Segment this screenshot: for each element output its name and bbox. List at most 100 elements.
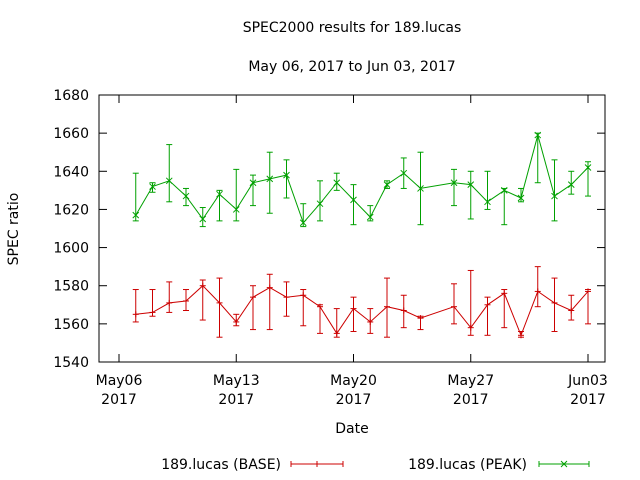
marker-d2 <box>350 196 357 204</box>
marker-d2 <box>249 179 257 187</box>
data-point-peak <box>216 190 223 198</box>
data-point-peak <box>283 171 290 179</box>
x-tick-year-label: 2017 <box>453 392 489 408</box>
data-point-base <box>250 294 256 301</box>
marker-d2 <box>450 179 458 187</box>
y-tick-label: 1680 <box>53 88 89 104</box>
data-point-base <box>384 303 390 310</box>
legend-swatch-peak <box>538 460 590 468</box>
data-point-base <box>501 290 508 297</box>
data-point-peak <box>266 175 274 183</box>
data-point-base <box>484 301 491 308</box>
marker-d2 <box>417 185 424 192</box>
data-point-peak <box>366 213 374 221</box>
x-tick-label: May06 <box>96 373 143 389</box>
data-point-base <box>467 324 474 331</box>
data-point-base <box>283 294 290 301</box>
error-bar-peak <box>317 180 323 222</box>
legend-marker <box>314 461 320 467</box>
data-point-base <box>417 315 424 322</box>
data-point-peak <box>551 192 558 200</box>
data-point-peak <box>350 196 357 204</box>
data-point-peak <box>450 179 458 187</box>
data-point-base <box>300 292 307 299</box>
chart-title: SPEC2000 results for 189.lucas <box>243 20 462 36</box>
data-point-base <box>518 332 524 339</box>
series-layer <box>132 131 592 339</box>
legend-label-peak: 189.lucas (PEAK) <box>408 457 527 473</box>
legend-label-base: 189.lucas (BASE) <box>161 457 281 473</box>
data-point-base <box>333 330 340 337</box>
data-point-peak <box>316 200 324 208</box>
y-tick-label: 1660 <box>53 126 89 142</box>
data-point-peak <box>149 183 156 190</box>
data-point-peak <box>383 181 391 188</box>
error-bar-peak <box>132 172 139 222</box>
error-bar-peak <box>333 172 340 191</box>
error-bar-base <box>216 277 223 338</box>
legend: 189.lucas (BASE) 189.lucas (PEAK) <box>161 457 590 473</box>
legend-marker <box>560 460 568 468</box>
error-bar-base <box>350 296 357 332</box>
marker-d2 <box>316 200 324 208</box>
data-point-peak <box>333 179 341 187</box>
data-point-base <box>400 307 407 314</box>
series-line-peak <box>135 133 589 224</box>
data-point-base <box>266 284 273 291</box>
chart-subtitle: May 06, 2017 to Jun 03, 2017 <box>248 59 455 75</box>
data-point-peak <box>165 177 173 185</box>
series-line-base <box>135 285 589 337</box>
y-axis-label: SPEC ratio <box>6 193 22 266</box>
y-tick-label: 1560 <box>53 317 89 333</box>
marker-d2 <box>283 171 290 179</box>
data-point-peak <box>517 194 525 202</box>
error-bar-peak <box>501 187 508 226</box>
data-point-base <box>132 311 139 318</box>
marker-d2 <box>232 206 240 213</box>
marker-d2 <box>199 215 207 223</box>
error-bar-peak <box>283 159 290 199</box>
data-point-peak <box>299 219 307 227</box>
error-bar-peak <box>484 170 491 210</box>
x-tick-label: May13 <box>213 373 260 389</box>
marker-d2 <box>149 183 156 190</box>
marker-d2 <box>500 187 508 194</box>
x-tick-label: May20 <box>330 373 377 389</box>
error-bar-peak <box>568 170 575 195</box>
x-tick-label: May27 <box>447 373 494 389</box>
error-bar-base <box>585 289 591 325</box>
marker-d2 <box>266 175 274 183</box>
data-point-base <box>451 303 457 310</box>
data-point-peak <box>417 185 424 192</box>
legend-entry-base: 189.lucas (BASE) <box>161 457 344 473</box>
x-tick-year-label: 2017 <box>570 392 606 408</box>
error-bar-peak <box>250 174 256 207</box>
data-point-peak <box>249 179 257 187</box>
marker-d2 <box>165 177 173 185</box>
x-axis-label: Date <box>335 421 368 437</box>
marker-d2 <box>567 181 575 188</box>
error-bar-peak <box>467 170 474 220</box>
marker-d2 <box>517 194 525 202</box>
y-tick-label: 1540 <box>53 355 89 371</box>
marker-d2 <box>132 211 140 219</box>
marker-d2 <box>383 181 391 188</box>
error-bar-base <box>166 281 173 313</box>
error-bar-peak <box>183 187 189 207</box>
y-tick-label: 1620 <box>53 202 89 218</box>
error-bar-peak <box>534 132 541 184</box>
marker-d2 <box>182 192 190 200</box>
error-bar-peak <box>216 189 223 222</box>
error-bar-peak <box>551 159 558 222</box>
data-point-base <box>568 307 575 314</box>
error-bar-base <box>467 269 474 336</box>
data-point-base <box>149 309 156 316</box>
marker-d2 <box>584 164 592 171</box>
marker-d2 <box>400 169 408 177</box>
error-bar-base <box>250 285 256 331</box>
marker-d2 <box>534 131 542 139</box>
data-point-peak <box>500 187 508 194</box>
y-axis: 1540 1560 1580 1600 1620 1640 1660 1680 <box>53 88 605 371</box>
data-point-peak <box>534 131 542 139</box>
